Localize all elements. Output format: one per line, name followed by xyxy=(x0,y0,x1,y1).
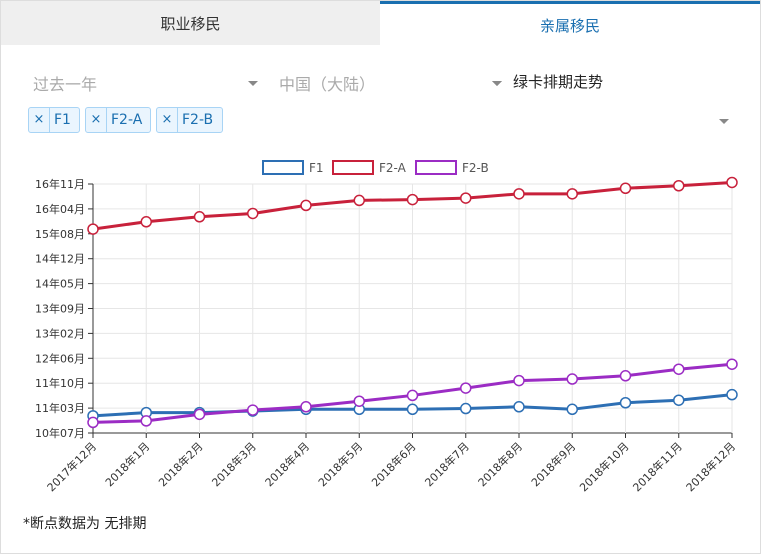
chevron-down-icon[interactable] xyxy=(719,119,729,124)
y-tick-label: 13年02月 xyxy=(35,326,85,340)
tag-f2b: × F2-B xyxy=(156,107,223,133)
data-point-f1 xyxy=(566,403,578,416)
legend-swatch xyxy=(332,160,374,175)
legend-label: F1 xyxy=(309,161,324,175)
x-tick-label: 2018年11月 xyxy=(630,439,685,494)
y-tick-label: 10年07月 xyxy=(35,426,85,440)
tag-label: F2-B xyxy=(182,112,214,128)
chart-note: *断点数据为 无排期 xyxy=(23,516,147,532)
remove-tag-f2a-icon[interactable]: × xyxy=(86,108,107,132)
data-point-f2-a xyxy=(460,192,472,204)
data-point-f2-a xyxy=(673,179,685,192)
y-tick-label: 15年08月 xyxy=(35,227,85,241)
legend-swatch xyxy=(262,160,304,175)
data-point-f2-b xyxy=(513,374,525,387)
chart-type-value: 绿卡排期走势 xyxy=(513,73,604,91)
tag-f2a: × F2-A xyxy=(85,107,151,133)
data-point-f1 xyxy=(619,396,632,409)
tag-f1: × F1 xyxy=(28,107,80,133)
x-tick-label: 2018年4月 xyxy=(262,439,312,489)
data-point-f1 xyxy=(673,394,685,406)
legend-label: F2-B xyxy=(462,161,489,175)
data-point-f2-b xyxy=(247,404,259,416)
tab-bar: 职业移民 亲属移民 xyxy=(1,1,760,46)
data-point-f2-b xyxy=(726,358,738,370)
data-point-f1 xyxy=(726,388,738,401)
data-point-f2-b xyxy=(406,389,419,402)
x-tick-label: 2018年1月 xyxy=(102,439,152,489)
x-tick-label: 2018年3月 xyxy=(209,439,259,489)
remove-tag-f2b-icon[interactable]: × xyxy=(157,108,178,132)
y-tick-label: 16年04月 xyxy=(35,202,85,216)
y-tick-label: 14年12月 xyxy=(35,252,85,266)
data-point-f2-b xyxy=(673,363,685,375)
line-chart: 10年07月 11年03月 11年10月 12年06月 13年02月 13年09月 14年0… xyxy=(35,160,738,494)
chevron-down-icon xyxy=(492,81,502,86)
data-point-f2-a xyxy=(513,188,525,200)
x-tick-label: 2017年12月 xyxy=(44,439,99,494)
tag-label: F1 xyxy=(54,112,71,128)
data-point-f2-a xyxy=(619,182,632,195)
tag-label: F2-A xyxy=(111,112,143,128)
country-select[interactable]: 中国（大陆） xyxy=(279,71,505,95)
data-point-f2-a xyxy=(726,176,738,189)
x-tick-label: 2018年6月 xyxy=(368,439,418,489)
y-tick-label: 14年05月 xyxy=(35,277,85,291)
x-tick-label: 2018年9月 xyxy=(528,439,578,489)
data-point-f2-b xyxy=(140,415,152,427)
data-point-f2-a xyxy=(87,223,99,235)
period-select-value: 过去一年 xyxy=(33,75,98,94)
data-point-f1 xyxy=(513,401,525,413)
legend-swatch xyxy=(415,160,457,175)
data-point-f2-b xyxy=(619,370,632,382)
x-tick-label: 2018年12月 xyxy=(683,439,738,494)
x-tick-label: 2018年5月 xyxy=(315,439,365,489)
x-tick-label: 2018年7月 xyxy=(422,439,472,489)
y-tick-label: 11年10月 xyxy=(35,376,85,390)
remove-tag-f1-icon[interactable]: × xyxy=(29,108,50,132)
data-point-f2-a xyxy=(300,199,312,212)
data-point-f2-b xyxy=(566,373,578,385)
data-point-f2-a xyxy=(193,211,206,223)
data-point-f2-a xyxy=(566,188,578,200)
data-point-f2-b xyxy=(353,395,365,407)
x-tick-label: 2018年8月 xyxy=(475,439,525,489)
tab-family[interactable]: 亲属移民 xyxy=(380,1,760,45)
data-point-f2-b xyxy=(87,416,99,429)
legend-label: F2-A xyxy=(379,161,407,175)
chevron-down-icon xyxy=(248,81,258,86)
chart-type-select[interactable]: 绿卡排期走势 xyxy=(513,71,673,95)
data-point-f2-a xyxy=(353,194,365,207)
data-point-f2-b xyxy=(460,382,472,394)
tab-employment[interactable]: 职业移民 xyxy=(1,1,380,45)
data-point-f2-b xyxy=(300,401,312,413)
y-tick-label: 13年09月 xyxy=(35,302,85,316)
period-select[interactable]: 过去一年 xyxy=(33,71,261,95)
data-point-f1 xyxy=(460,402,472,415)
x-tick-label: 2018年2月 xyxy=(155,439,205,489)
y-tick-label: 16年11月 xyxy=(35,177,85,191)
data-point-f1 xyxy=(406,403,419,416)
data-point-f2-a xyxy=(140,216,152,228)
data-point-f2-a xyxy=(406,193,419,206)
data-point-f2-b xyxy=(193,408,206,421)
x-tick-label: 2018年10月 xyxy=(576,439,631,494)
data-point-f2-a xyxy=(247,207,259,220)
y-tick-label: 11年03月 xyxy=(35,401,85,415)
y-tick-label: 12年06月 xyxy=(35,351,85,365)
country-select-value: 中国（大陆） xyxy=(279,75,376,94)
